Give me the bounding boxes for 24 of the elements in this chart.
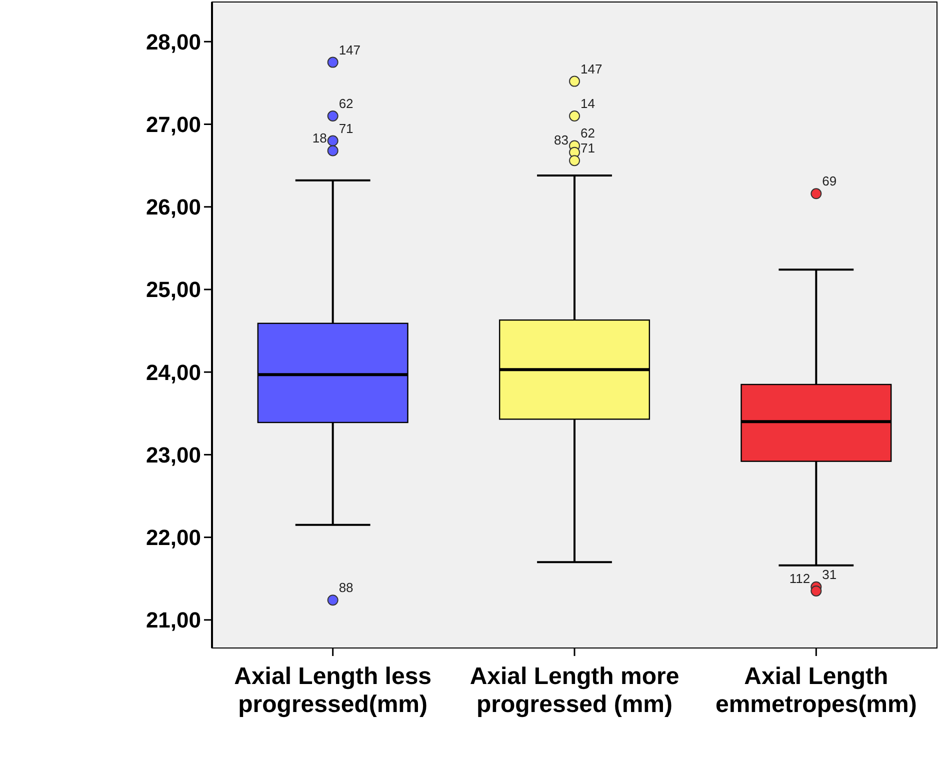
annotation: 71: [580, 140, 595, 156]
x-tick-label: Axial Length more progressed (mm): [470, 663, 680, 718]
y-tick-label: 27,00: [146, 112, 201, 137]
y-tick-label: 28,00: [146, 29, 201, 54]
y-tick-label: 23,00: [146, 442, 201, 468]
annotation: 71: [338, 120, 354, 136]
x-tick-label: Axial Length less progressed(mm): [234, 663, 432, 718]
y-tick-label: 22,00: [146, 525, 201, 550]
y-tick-label: 25,00: [146, 277, 201, 302]
y-tick-label: 21,00: [146, 608, 201, 633]
annotation: 88: [338, 580, 354, 596]
annotation: 62: [580, 126, 595, 141]
annotation: 14: [580, 96, 595, 111]
annotation: 147: [580, 61, 602, 76]
y-tick-label: 26,00: [146, 194, 201, 220]
annotation: 18: [312, 130, 327, 146]
annotation: 147: [338, 42, 361, 58]
annotation: 31: [822, 566, 837, 582]
annotation: 112: [789, 571, 810, 586]
x-tick-label: Axial Length emmetropes(mm): [715, 663, 917, 718]
annotation: 69: [822, 174, 837, 189]
annotation: 62: [338, 96, 354, 111]
annotation: 83: [554, 132, 568, 148]
y-tick-label: 24,00: [146, 360, 201, 385]
